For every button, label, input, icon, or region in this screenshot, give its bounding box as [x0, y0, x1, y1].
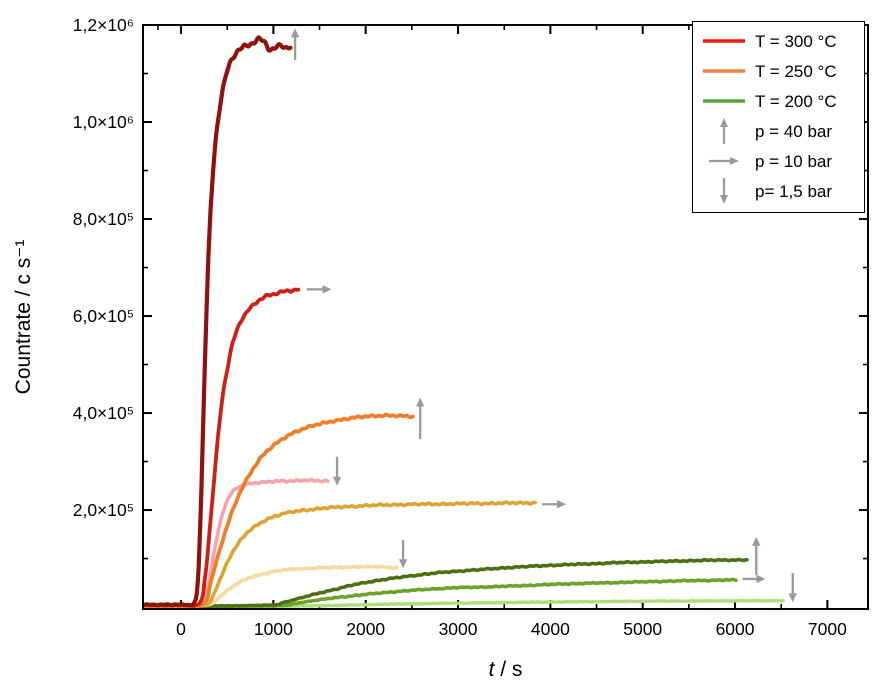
series-T250-p10 — [142, 500, 537, 609]
series-T300-p10 — [142, 287, 301, 608]
arrowhead — [788, 593, 797, 603]
legend-label-200c: T = 200 °C — [755, 91, 837, 111]
arrow-down-icon — [693, 176, 755, 206]
arrowhead — [557, 500, 567, 509]
svg-text:6000: 6000 — [716, 619, 755, 639]
svg-text:3000: 3000 — [439, 619, 478, 639]
series-T250-p40 — [142, 412, 415, 608]
svg-text:4,0×10⁵: 4,0×10⁵ — [73, 403, 134, 423]
pressure-arrows — [290, 28, 797, 603]
svg-text:1,0×10⁶: 1,0×10⁶ — [73, 112, 134, 132]
legend-line-300c — [693, 37, 755, 45]
arrowhead — [290, 28, 300, 38]
legend-label-250c: T = 250 °C — [755, 61, 837, 81]
svg-text:7000: 7000 — [808, 619, 847, 639]
legend-line-200c — [693, 97, 755, 105]
legend-label-10bar: p = 10 bar — [755, 151, 833, 171]
series-T300-p40 — [142, 35, 293, 608]
arrowhead — [332, 476, 342, 486]
arrowhead — [415, 397, 425, 407]
legend-item-15bar: p= 1,5 bar — [693, 176, 864, 206]
legend-line-250c — [693, 67, 755, 75]
legend-item-250c: T = 250 °C — [693, 56, 864, 86]
svg-text:4000: 4000 — [531, 619, 570, 639]
data-series — [142, 35, 785, 609]
legend-item-40bar: p = 40 bar — [693, 116, 864, 146]
x-tick-labels: 0 1000 2000 3000 4000 5000 6000 7000 — [176, 619, 847, 639]
legend-item-200c: T = 200 °C — [693, 86, 864, 116]
legend-label-40bar: p = 40 bar — [755, 121, 833, 141]
x-axis-title: t / s — [489, 658, 523, 681]
legend-label-15bar: p= 1,5 bar — [755, 181, 833, 201]
arrowhead — [756, 574, 766, 584]
series-T200-p40 — [142, 557, 749, 609]
legend: T = 300 °C T = 250 °C T = 200 °C p = 40 … — [692, 21, 865, 213]
svg-text:2000: 2000 — [346, 619, 385, 639]
arrow-up-icon — [693, 116, 755, 146]
svg-text:8,0×10⁵: 8,0×10⁵ — [73, 209, 134, 229]
y-tick-labels: 2,0×10⁵ 4,0×10⁵ 6,0×10⁵ 8,0×10⁵ 1,0×10⁶ 1,2×1… — [73, 15, 134, 520]
legend-item-300c: T = 300 °C — [693, 26, 864, 56]
arrowhead — [322, 285, 332, 294]
arrowhead — [398, 559, 408, 569]
svg-text:2,0×10⁵: 2,0×10⁵ — [73, 500, 134, 520]
legend-label-300c: T = 300 °C — [755, 31, 837, 51]
arrow-right-icon — [693, 154, 755, 168]
plot-frame — [142, 24, 869, 610]
arrowhead — [752, 536, 761, 546]
series-T300-p1,5 — [142, 477, 330, 609]
svg-text:5000: 5000 — [623, 619, 662, 639]
svg-text:1,2×10⁶: 1,2×10⁶ — [73, 15, 134, 35]
legend-item-10bar: p = 10 bar — [693, 146, 864, 176]
svg-text:6,0×10⁵: 6,0×10⁵ — [73, 306, 134, 326]
svg-text:1000: 1000 — [254, 619, 293, 639]
y-axis-title: Countrate / c s⁻¹ — [12, 240, 35, 395]
svg-text:0: 0 — [176, 619, 186, 639]
